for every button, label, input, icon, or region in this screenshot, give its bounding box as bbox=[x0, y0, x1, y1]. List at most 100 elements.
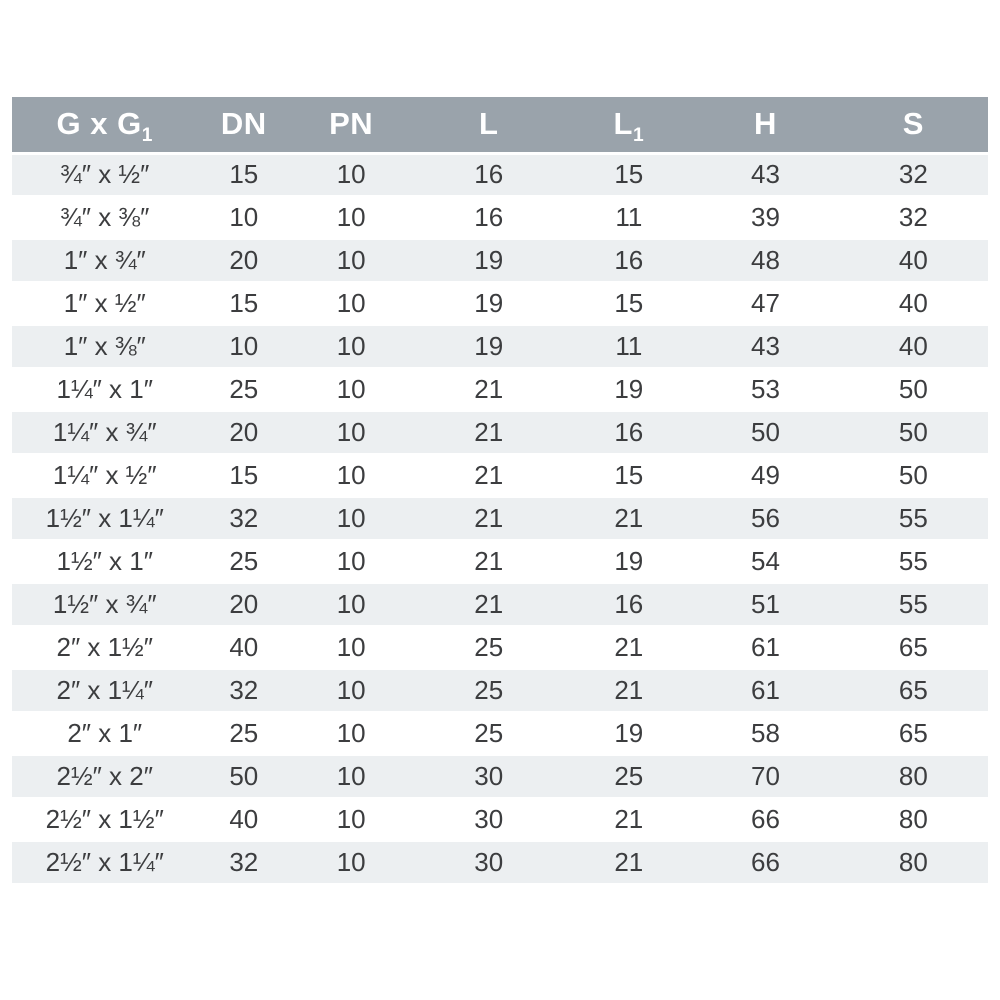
table-cell: 61 bbox=[692, 669, 839, 713]
table-cell: 25 bbox=[565, 755, 693, 799]
column-header: L1 bbox=[565, 97, 693, 155]
table-cell: 50 bbox=[838, 454, 988, 498]
table-cell: 1¼″ x 1″ bbox=[12, 368, 198, 412]
table-cell: 16 bbox=[565, 239, 693, 283]
table-row: 1″ x ¾″ 20 10 19 16 48 40 bbox=[12, 239, 988, 283]
table-cell: 10 bbox=[290, 841, 413, 885]
table-cell: 55 bbox=[838, 497, 988, 541]
table-cell: 21 bbox=[565, 798, 693, 842]
table-cell: 40 bbox=[838, 325, 988, 369]
table-cell: 10 bbox=[290, 282, 413, 326]
table-cell: 15 bbox=[197, 153, 291, 197]
table-cell: 19 bbox=[412, 282, 566, 326]
table-cell: 21 bbox=[565, 497, 693, 541]
table-cell: 2″ x 1¼″ bbox=[12, 669, 198, 713]
table-cell: 32 bbox=[197, 497, 291, 541]
table-cell: 50 bbox=[838, 411, 988, 455]
table-cell: 66 bbox=[692, 798, 839, 842]
table-row: 2½″ x 1½″ 40 10 30 21 66 80 bbox=[12, 798, 988, 842]
table-cell: 2″ x 1″ bbox=[12, 712, 198, 756]
column-header: S bbox=[838, 97, 988, 155]
table-cell: 47 bbox=[692, 282, 839, 326]
table-cell: 10 bbox=[290, 454, 413, 498]
table-cell: 54 bbox=[692, 540, 839, 584]
table-cell: 1½″ x 1″ bbox=[12, 540, 198, 584]
table-cell: 16 bbox=[412, 153, 566, 197]
table-row: 1¼″ x 1″ 25 10 21 19 53 50 bbox=[12, 368, 988, 412]
table-cell: 15 bbox=[565, 153, 693, 197]
table-cell: 61 bbox=[692, 626, 839, 670]
table-cell: 32 bbox=[197, 669, 291, 713]
table-cell: ¾″ x ½″ bbox=[12, 153, 198, 197]
table-cell: 1¼″ x ½″ bbox=[12, 454, 198, 498]
column-header: DN bbox=[197, 97, 291, 155]
table-cell: 25 bbox=[197, 540, 291, 584]
column-header: L bbox=[412, 97, 566, 155]
table-cell: 32 bbox=[197, 841, 291, 885]
table-cell: 48 bbox=[692, 239, 839, 283]
table-cell: 2½″ x 1¼″ bbox=[12, 841, 198, 885]
table-cell: 21 bbox=[412, 540, 566, 584]
table-cell: 21 bbox=[412, 454, 566, 498]
table-cell: 80 bbox=[838, 841, 988, 885]
table-cell: 49 bbox=[692, 454, 839, 498]
table-cell: 16 bbox=[565, 583, 693, 627]
table-cell: 19 bbox=[565, 540, 693, 584]
table-cell: 10 bbox=[197, 196, 291, 240]
table-cell: 50 bbox=[838, 368, 988, 412]
table-cell: 51 bbox=[692, 583, 839, 627]
table-cell: 30 bbox=[412, 841, 566, 885]
table-cell: 25 bbox=[412, 712, 566, 756]
table-cell: 66 bbox=[692, 841, 839, 885]
table-cell: 80 bbox=[838, 755, 988, 799]
table-cell: 1¼″ x ¾″ bbox=[12, 411, 198, 455]
table-cell: 10 bbox=[290, 755, 413, 799]
table-row: 2″ x 1½″ 40 10 25 21 61 65 bbox=[12, 626, 988, 670]
table-cell: 10 bbox=[290, 153, 413, 197]
table-row: 1¼″ x ½″ 15 10 21 15 49 50 bbox=[12, 454, 988, 498]
table-cell: 32 bbox=[838, 196, 988, 240]
table-cell: ¾″ x ⅜″ bbox=[12, 196, 198, 240]
table-cell: 40 bbox=[838, 239, 988, 283]
table-cell: 20 bbox=[197, 411, 291, 455]
table-cell: 19 bbox=[565, 368, 693, 412]
table-row: ¾″ x ⅜″ 10 10 16 11 39 32 bbox=[12, 196, 988, 240]
table-cell: 21 bbox=[565, 841, 693, 885]
table-cell: 25 bbox=[197, 712, 291, 756]
table-cell: 10 bbox=[290, 540, 413, 584]
table-cell: 43 bbox=[692, 325, 839, 369]
table-cell: 32 bbox=[838, 153, 988, 197]
table-cell: 16 bbox=[412, 196, 566, 240]
table-cell: 15 bbox=[565, 454, 693, 498]
column-header: G x G1 bbox=[12, 97, 198, 155]
table-cell: 43 bbox=[692, 153, 839, 197]
table-cell: 1″ x ⅜″ bbox=[12, 325, 198, 369]
table-cell: 50 bbox=[692, 411, 839, 455]
table-cell: 11 bbox=[565, 325, 693, 369]
table-cell: 10 bbox=[290, 798, 413, 842]
table-row: 1½″ x 1″ 25 10 21 19 54 55 bbox=[12, 540, 988, 584]
table-cell: 10 bbox=[290, 712, 413, 756]
table-cell: 20 bbox=[197, 583, 291, 627]
table-cell: 25 bbox=[412, 669, 566, 713]
table-cell: 65 bbox=[838, 669, 988, 713]
table-cell: 11 bbox=[565, 196, 693, 240]
table-cell: 30 bbox=[412, 798, 566, 842]
table-cell: 10 bbox=[290, 583, 413, 627]
table-cell: 1½″ x 1¼″ bbox=[12, 497, 198, 541]
table-row: ¾″ x ½″ 15 10 16 15 43 32 bbox=[12, 153, 988, 197]
table-cell: 10 bbox=[290, 669, 413, 713]
table-cell: 15 bbox=[565, 282, 693, 326]
table-cell: 20 bbox=[197, 239, 291, 283]
table-row: 2½″ x 1¼″ 32 10 30 21 66 80 bbox=[12, 841, 988, 885]
table-cell: 15 bbox=[197, 282, 291, 326]
table-cell: 25 bbox=[412, 626, 566, 670]
table-row: 1″ x ⅜″ 10 10 19 11 43 40 bbox=[12, 325, 988, 369]
table-row: 2½″ x 2″ 50 10 30 25 70 80 bbox=[12, 755, 988, 799]
table-cell: 65 bbox=[838, 712, 988, 756]
table-row: 1½″ x ¾″ 20 10 21 16 51 55 bbox=[12, 583, 988, 627]
table-cell: 40 bbox=[197, 798, 291, 842]
spec-table: G x G1 DN PN L L1 H S ¾″ x ½″ 15 10 16 15 43 32 ¾″ x … bbox=[12, 97, 988, 885]
table-cell: 2½″ x 2″ bbox=[12, 755, 198, 799]
